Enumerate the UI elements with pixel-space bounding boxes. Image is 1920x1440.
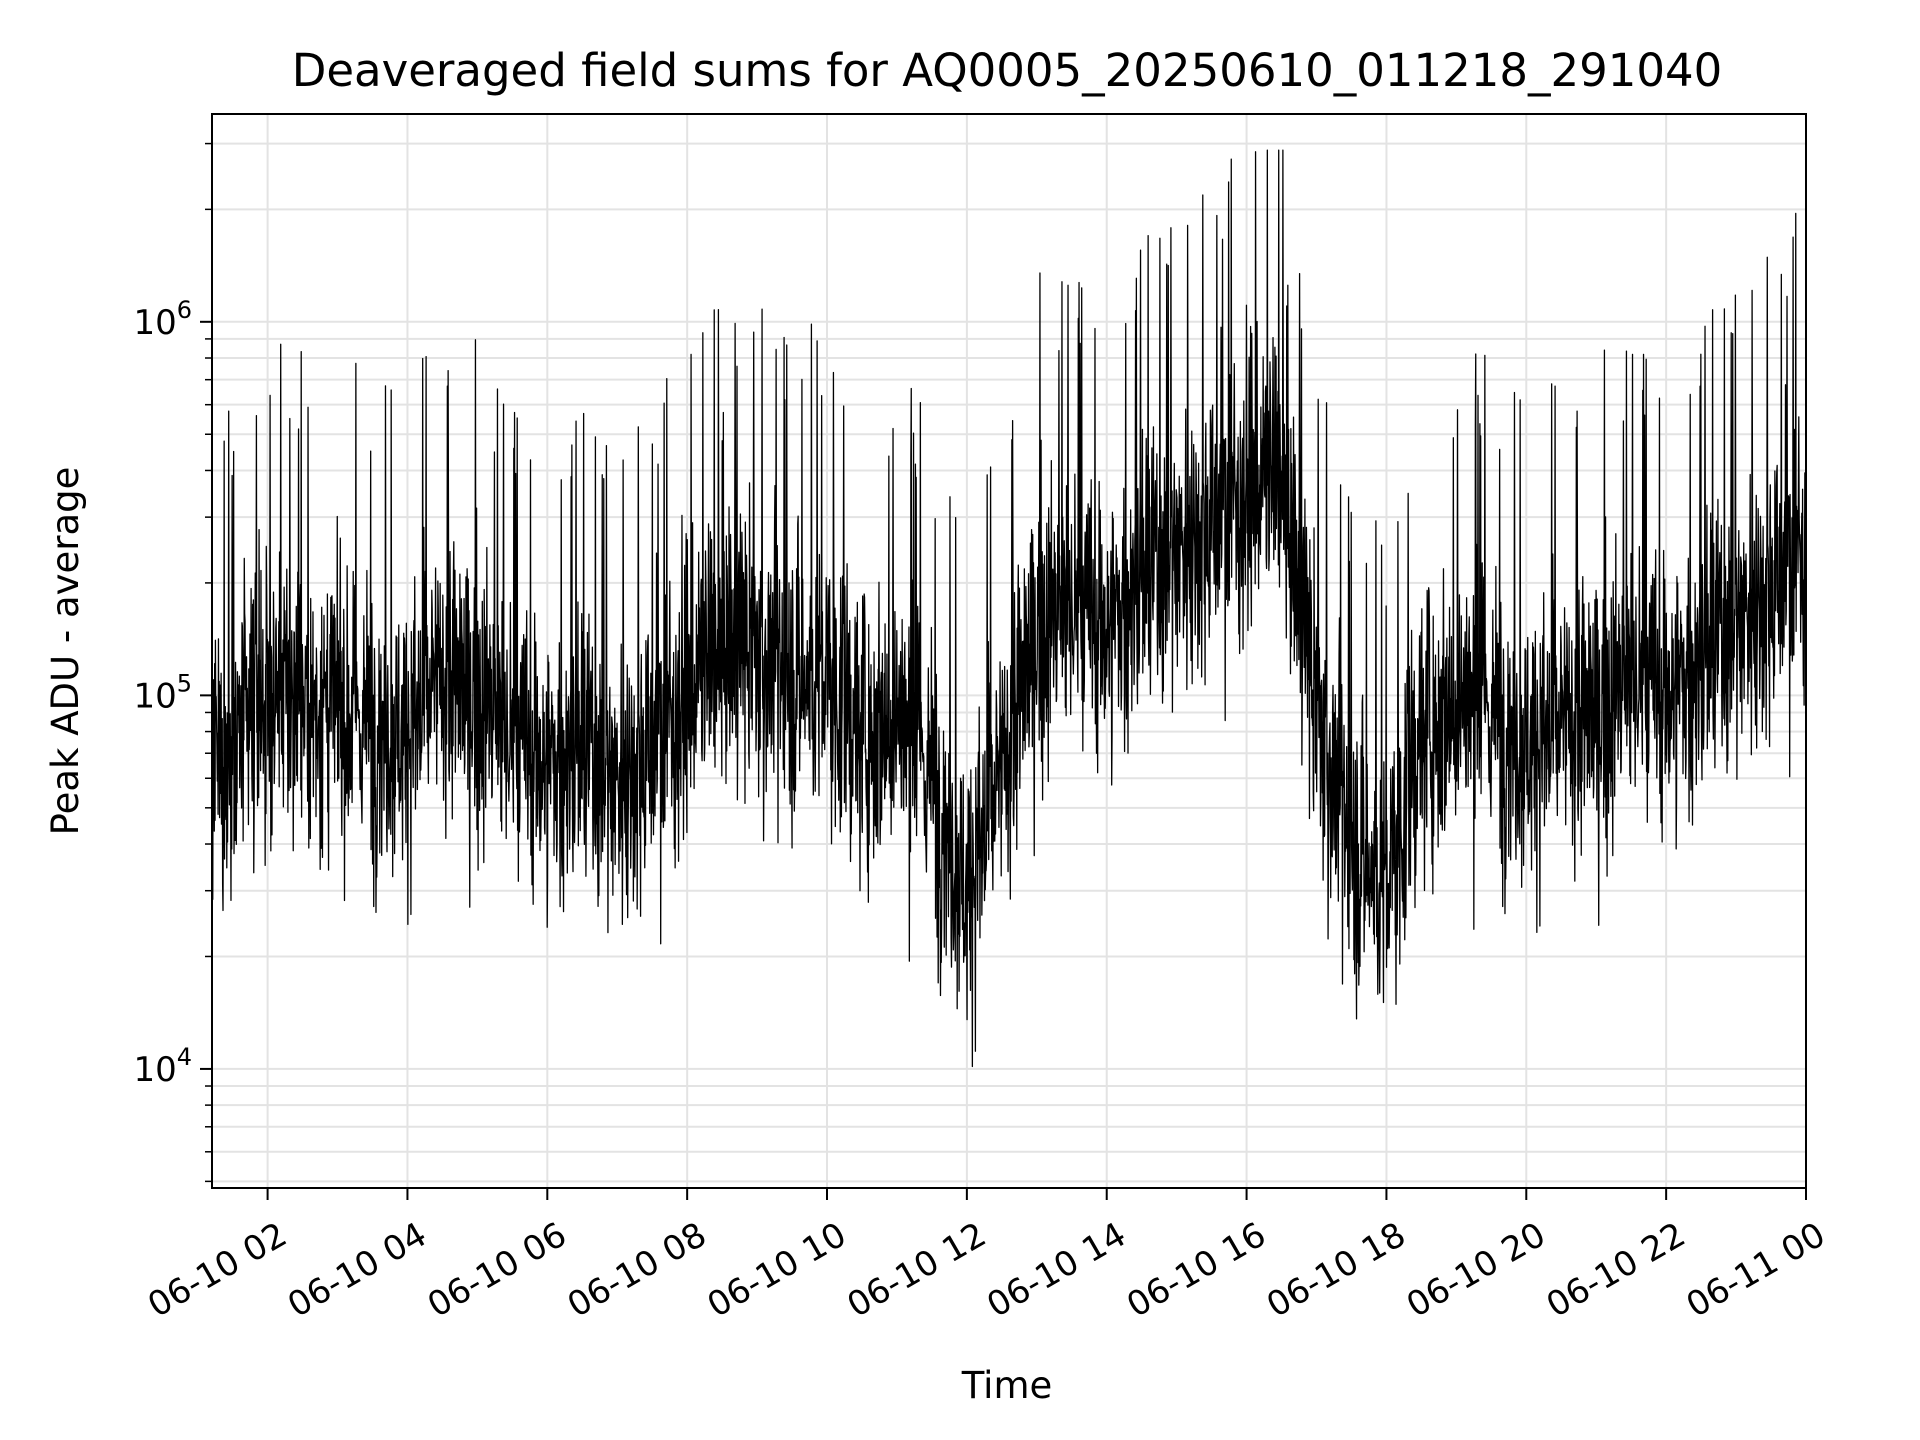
x-tick-label: 06-10 18 bbox=[1260, 1215, 1412, 1326]
x-tick-label: 06-11 00 bbox=[1680, 1215, 1832, 1326]
y-tick-label: 106 bbox=[133, 296, 192, 343]
x-tick-label: 06-10 12 bbox=[841, 1215, 993, 1326]
series-trace bbox=[212, 150, 1806, 1066]
x-tick-label: 06-10 10 bbox=[701, 1215, 853, 1326]
x-tick-label: 06-10 14 bbox=[980, 1215, 1132, 1326]
y-tick-label: 104 bbox=[133, 1043, 192, 1090]
series-line bbox=[212, 150, 1806, 1066]
chart-title: Deaveraged field sums for AQ0005_2025061… bbox=[292, 44, 1723, 97]
x-tick-label: 06-10 20 bbox=[1400, 1215, 1552, 1326]
x-tick-label: 06-10 04 bbox=[281, 1215, 433, 1326]
y-tick-label: 105 bbox=[133, 669, 192, 716]
x-tick-label: 06-10 08 bbox=[561, 1215, 713, 1326]
y-axis: 104 105 106 bbox=[133, 144, 212, 1182]
y-axis-label: Peak ADU - average bbox=[44, 467, 87, 836]
x-tick-label: 06-10 22 bbox=[1540, 1215, 1692, 1326]
x-tick-label: 06-10 02 bbox=[141, 1215, 293, 1326]
x-axis-label: Time bbox=[961, 1364, 1053, 1407]
x-tick-label: 06-10 16 bbox=[1120, 1215, 1272, 1326]
x-tick-label: 06-10 06 bbox=[421, 1215, 573, 1326]
